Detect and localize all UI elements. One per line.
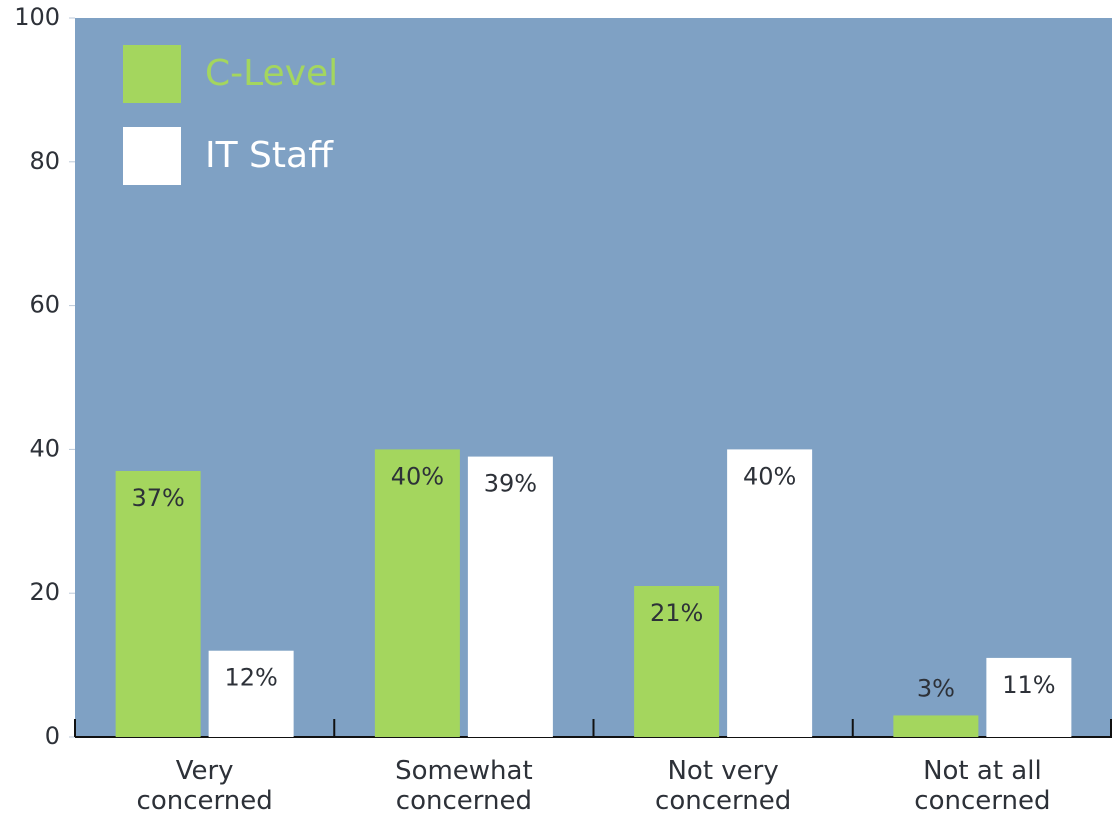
legend-swatch <box>123 127 181 185</box>
y-tick-label: 60 <box>29 291 60 319</box>
value-label: 3% <box>917 674 955 702</box>
value-label: 39% <box>484 470 537 498</box>
value-label: 21% <box>650 599 703 627</box>
bar <box>634 586 720 737</box>
value-label: 40% <box>391 462 444 490</box>
x-tick-label: Not very concerned <box>655 756 791 816</box>
bar <box>115 470 201 737</box>
y-tick-label: 80 <box>29 147 60 175</box>
value-label: 12% <box>224 664 277 692</box>
bar <box>727 449 813 737</box>
value-label: 40% <box>743 462 796 490</box>
legend-label: IT Staff <box>205 135 334 176</box>
legend-label: C-Level <box>205 53 338 94</box>
x-tick-label: Very concerned <box>137 756 273 816</box>
bar <box>208 650 294 737</box>
y-tick-label: 100 <box>14 3 60 31</box>
legend-swatch <box>123 45 181 103</box>
x-tick-label: Somewhat concerned <box>395 756 533 816</box>
bar <box>374 449 460 737</box>
bar <box>893 715 979 737</box>
value-label: 11% <box>1002 671 1055 699</box>
bar <box>467 456 553 737</box>
bar <box>986 657 1072 737</box>
y-tick-label: 0 <box>45 722 60 750</box>
y-tick-label: 40 <box>29 434 60 462</box>
y-tick-label: 20 <box>29 578 60 606</box>
value-label: 37% <box>131 484 184 512</box>
x-tick-label: Not at all concerned <box>914 756 1050 816</box>
plot-background <box>75 18 1112 737</box>
